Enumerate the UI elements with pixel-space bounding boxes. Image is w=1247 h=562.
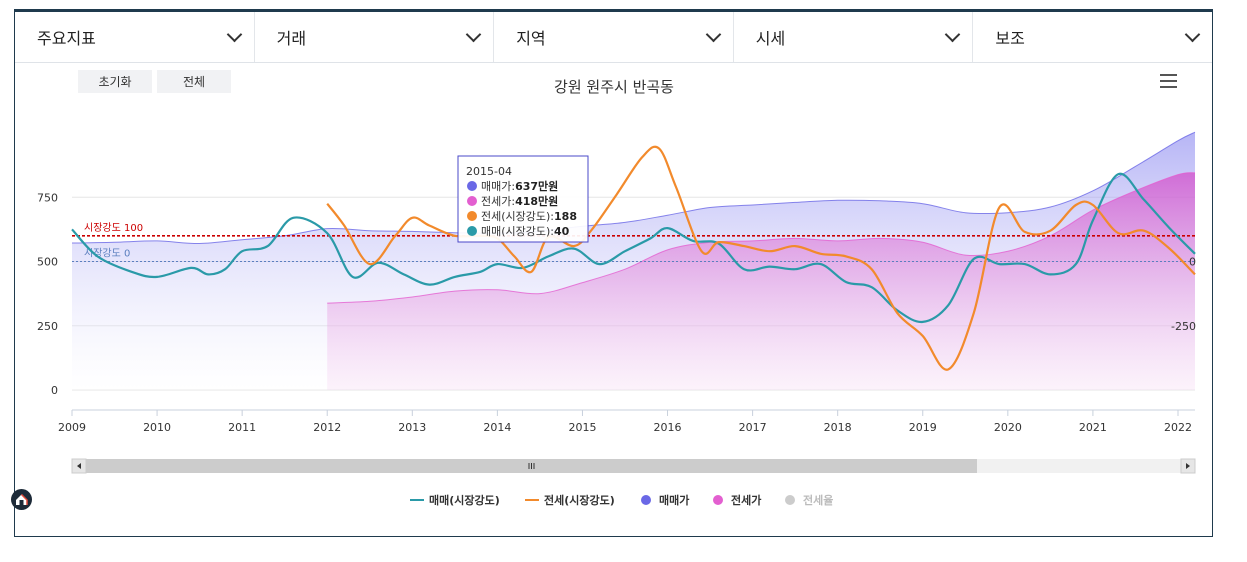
legend: 매매(시장강도) 전세(시장강도) 매매가 전세가 전세율 (410, 493, 833, 507)
area-edge-1 (327, 172, 1196, 304)
arrow-left-icon (77, 463, 81, 469)
legend-item-label: 전세가 (731, 493, 761, 507)
tab-label: 시세 (755, 29, 786, 48)
x-tick-label: 2021 (1079, 421, 1107, 434)
reference-line-label: 시장강도 100 (84, 222, 143, 234)
area-1 (327, 172, 1195, 390)
tooltip-value: 40 (554, 225, 570, 238)
x-tick-label: 2009 (58, 421, 86, 434)
x-tick-label: 2017 (739, 421, 767, 434)
reference-lines: 시장강도 100 시장강도 0 (72, 222, 1195, 262)
x-tick-label: 2018 (824, 421, 852, 434)
legend-item-label: 매매(시장강도) (429, 493, 500, 507)
tooltip-marker (467, 211, 477, 221)
x-tick-label: 2020 (994, 421, 1022, 434)
legend-item-label: 매매가 (659, 493, 689, 507)
area-edge-0 (71, 131, 1196, 245)
x-tick-label: 2014 (483, 421, 511, 434)
tab-label: 지역 (516, 29, 546, 48)
y-right-tick-label: 0 (1189, 256, 1196, 269)
x-tick-label: 2019 (909, 421, 937, 434)
x-tick-label: 2016 (654, 421, 682, 434)
legend-dot-marker (713, 495, 723, 505)
tab-label: 거래 (276, 29, 307, 48)
tooltip-label: 매매(시장강도): (481, 225, 554, 238)
x-tick-label: 2011 (228, 421, 256, 434)
legend-dot-marker (641, 495, 651, 505)
hamburger-menu-icon[interactable] (1160, 74, 1177, 88)
x-tick-label: 2012 (313, 421, 341, 434)
tab-main-indicators[interactable]: 주요지표 (15, 12, 255, 62)
legend-item-label: 전세율 (803, 493, 833, 507)
y-left-tick-label: 250 (37, 320, 58, 333)
arrow-right-icon (1186, 463, 1190, 469)
navigator-scrollbar[interactable] (71, 458, 1196, 474)
tab-label: 주요지표 (37, 29, 96, 48)
tab-market-price[interactable]: 시세 (734, 12, 974, 62)
tooltip-box (457, 155, 589, 243)
tooltip-date: 2015-04 (466, 165, 512, 178)
tooltip-label: 전세가: (481, 195, 515, 208)
y-right-tick-label: -250 (1171, 320, 1196, 333)
chart-title: 강원 원주시 반곡동 (554, 78, 674, 96)
house-logo-icon[interactable] (11, 489, 32, 510)
tab-region[interactable]: 지역 (494, 12, 734, 62)
axes: 0 250 500 750 -250 0 2009 2010 2011 2012 2013 2014 2… (37, 191, 1196, 434)
series-line-2 (71, 172, 1196, 324)
reference-line-label: 시장강도 0 (84, 248, 130, 260)
y-left-tick-label: 500 (37, 256, 58, 269)
y-left-tick-label: 0 (51, 384, 58, 397)
grip-icon (528, 463, 535, 469)
reset-zoom-button[interactable]: 초기화 (78, 70, 152, 93)
y-left-tick-label: 750 (37, 191, 58, 204)
tab-auxiliary[interactable]: 보조 (973, 12, 1212, 62)
tooltip-label: 매매가: (481, 180, 515, 193)
tab-transactions[interactable]: 거래 (255, 12, 495, 62)
tooltip-value: 188 (554, 210, 577, 223)
x-tick-label: 2013 (398, 421, 426, 434)
x-tick-label: 2022 (1164, 421, 1192, 434)
legend-item-label: 전세(시장강도) (544, 493, 615, 507)
tab-label: 보조 (995, 29, 1025, 48)
show-all-button[interactable]: 전체 (157, 70, 231, 93)
tooltip-marker (467, 226, 477, 236)
tooltip-value: 637만원 (515, 179, 558, 193)
tooltip-marker (467, 181, 477, 191)
x-tick-label: 2010 (143, 421, 171, 434)
x-tick-label: 2015 (568, 421, 596, 434)
tooltip-marker (467, 196, 477, 206)
tooltip-label: 전세(시장강도): (481, 210, 554, 223)
legend-dot-marker (785, 495, 795, 505)
category-tabs: 주요지표 거래 지역 시세 보조 (15, 12, 1212, 63)
tooltip-value: 418만원 (515, 194, 558, 208)
